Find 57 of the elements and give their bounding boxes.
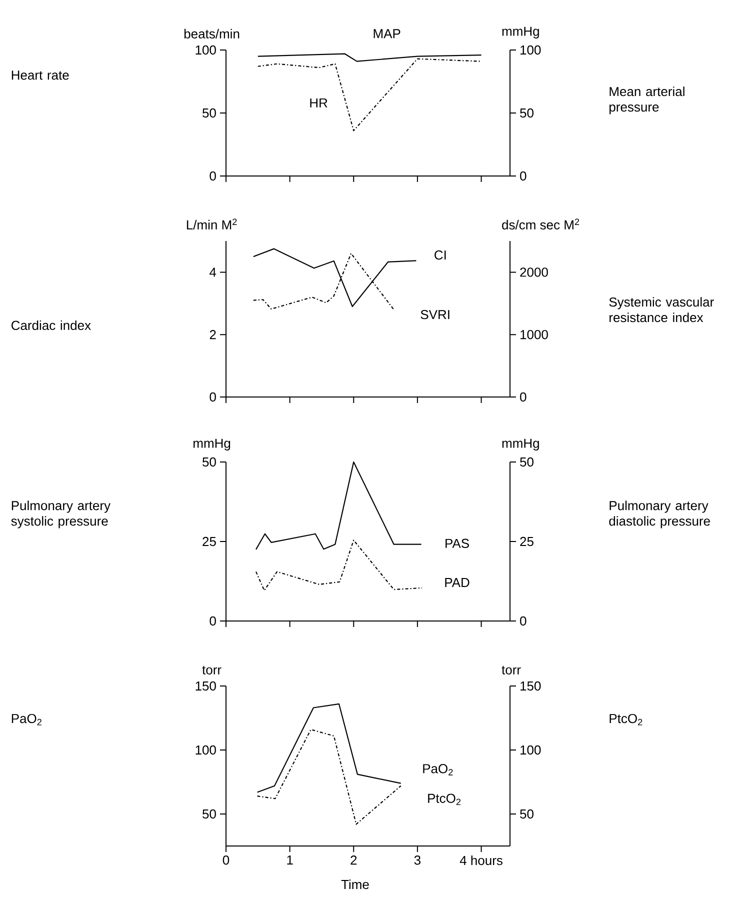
y-tick-label: 0 <box>210 392 216 402</box>
y2-tick-label: 2000 <box>520 268 548 277</box>
series-label: CI <box>434 250 446 260</box>
y-axis-title: Heart rate <box>12 70 69 80</box>
text: torr <box>202 666 222 674</box>
y-tick-label: 0 <box>210 171 216 181</box>
y2-axis-title: Mean arterial pressure <box>610 86 684 114</box>
series-label: MAP <box>374 29 400 38</box>
text: PtcO$_{2}$ <box>428 794 461 806</box>
text: SVRI <box>420 310 450 320</box>
y-axis-title: Pulmonary artery systolic pressure <box>11 500 111 528</box>
y-tick-label: 100 <box>196 45 216 55</box>
y2-tick-label: 0 <box>520 171 526 181</box>
x-tick-label: 2 <box>350 856 357 865</box>
x-axis-title: Time <box>341 880 369 890</box>
y2-tick-label: 150 <box>520 681 541 691</box>
series-label: PAS <box>446 538 469 548</box>
y2-tick-label: 0 <box>520 616 526 626</box>
y-tick-label: 2 <box>210 330 216 340</box>
text: L/min M$^{2}$ <box>186 218 237 230</box>
text: beats/min <box>184 28 240 38</box>
line-series <box>255 461 422 550</box>
text: torr <box>502 666 521 674</box>
y2-tick-label: 0 <box>520 392 526 402</box>
y2-axis-title: Pulmonary artery diastolic pressure <box>609 500 710 528</box>
y-tick-label: 4 <box>210 268 216 277</box>
series-label: HR <box>310 98 328 108</box>
y2-tick-label: 50 <box>520 108 534 118</box>
y-tick-label: 100 <box>196 745 216 755</box>
y-tick-label: 50 <box>202 809 216 819</box>
series-label: PaO$_{2}$ <box>423 764 453 776</box>
text: ds/cm sec M$^{2}$ <box>502 218 580 230</box>
x-tick-label: 4 hours <box>460 856 502 866</box>
y2-tick-label: 25 <box>520 536 534 546</box>
x-tick-label: 0 <box>222 856 230 865</box>
y-axis-title: PaO$_{2}$ <box>12 714 42 726</box>
series-label: PAD <box>445 578 470 587</box>
line-series <box>252 248 417 308</box>
y-tick-label: 50 <box>202 108 216 118</box>
y-tick-label: 0 <box>210 616 216 626</box>
y2-axis-title: Systemic vascular resistance index <box>609 297 714 322</box>
y2-tick-label: 100 <box>520 745 541 755</box>
text: mmHg <box>502 26 539 38</box>
y-axis-title: Cardiac index <box>12 320 91 330</box>
y-tick-label: 25 <box>202 536 216 546</box>
y2-axis-title: PtcO$_{2}$ <box>610 714 642 726</box>
x-tick-label: 3 <box>414 856 421 865</box>
line-series <box>255 540 422 592</box>
text: mmHg <box>502 438 539 450</box>
y2-tick-label: 50 <box>520 809 534 819</box>
y-tick-label: 150 <box>196 681 216 691</box>
y2-tick-label: 100 <box>520 45 541 55</box>
text: mmHg <box>194 438 230 450</box>
y-tick-label: 50 <box>202 457 216 467</box>
y2-tick-label: 1000 <box>520 330 548 340</box>
y2-tick-label: 50 <box>520 457 534 467</box>
x-tick-label: 1 <box>287 856 293 864</box>
